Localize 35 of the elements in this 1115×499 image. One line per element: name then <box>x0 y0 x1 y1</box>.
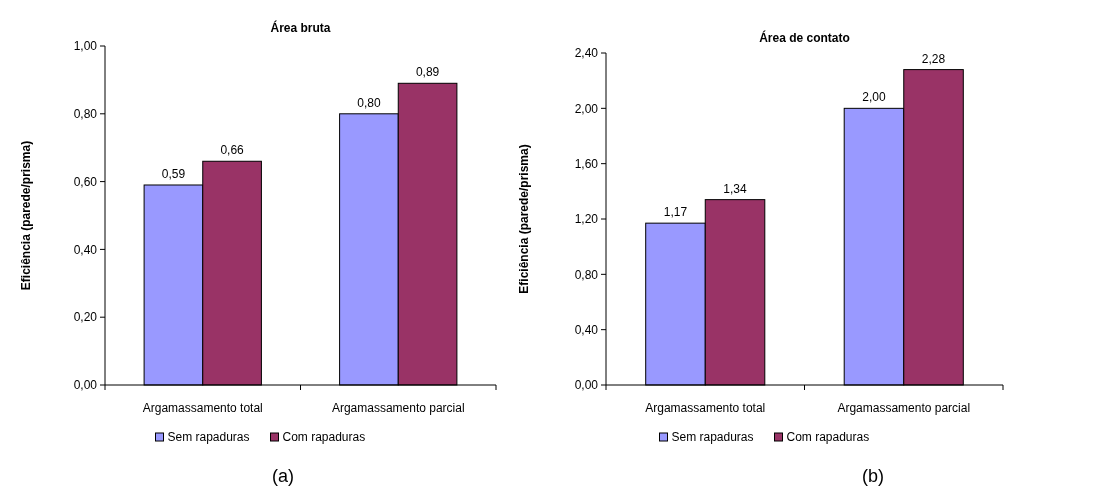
y-tick-label: 1,60 <box>574 156 599 171</box>
x-tick-label: Argamassamento total <box>142 401 263 415</box>
y-tick-label: 2,00 <box>574 101 599 116</box>
y-axis-title: Eficiência (parede/prisma) <box>517 144 531 294</box>
legend-label: Com rapaduras <box>786 430 870 444</box>
y-tick-label: 0,60 <box>73 174 98 189</box>
data-label: 1,17 <box>663 205 688 220</box>
x-tick-label: Argamassamento parcial <box>331 401 465 415</box>
y-tick-label: 2,40 <box>574 46 599 61</box>
y-tick-label: 1,20 <box>574 212 599 227</box>
text: (a) <box>272 466 294 486</box>
data-label: 1,34 <box>723 181 748 196</box>
y-tick-label: 1,00 <box>73 39 98 54</box>
x-tick-label: Argamassamento total <box>645 401 766 415</box>
data-label: 0,59 <box>161 166 186 181</box>
chart-title: Área de contato <box>759 30 850 45</box>
y-tick-label: 0,40 <box>73 242 98 257</box>
y-tick-label: 0,80 <box>73 107 98 121</box>
y-tick-label: 0,40 <box>574 322 599 337</box>
y-tick-label: 0,20 <box>73 310 98 325</box>
y-tick-label: 0,80 <box>574 267 599 282</box>
y-tick-label: 0,00 <box>73 378 98 393</box>
x-tick-label: Argamassamento parcial <box>837 401 971 415</box>
text: (b) <box>862 466 884 486</box>
legend-label: Sem rapaduras <box>167 430 250 444</box>
legend-label: Com rapaduras <box>282 430 366 444</box>
y-axis-title: Eficiência (parede/prisma) <box>19 140 33 291</box>
chart-title: Área bruta <box>270 20 331 35</box>
data-label: 0,66 <box>220 143 245 158</box>
data-label: 2,00 <box>862 90 886 105</box>
data-label: 2,28 <box>921 51 946 66</box>
data-label: 0,80 <box>357 95 381 110</box>
y-tick-label: 0,00 <box>574 378 599 393</box>
data-label: 0,89 <box>415 65 440 80</box>
legend-label: Sem rapaduras <box>671 430 754 444</box>
